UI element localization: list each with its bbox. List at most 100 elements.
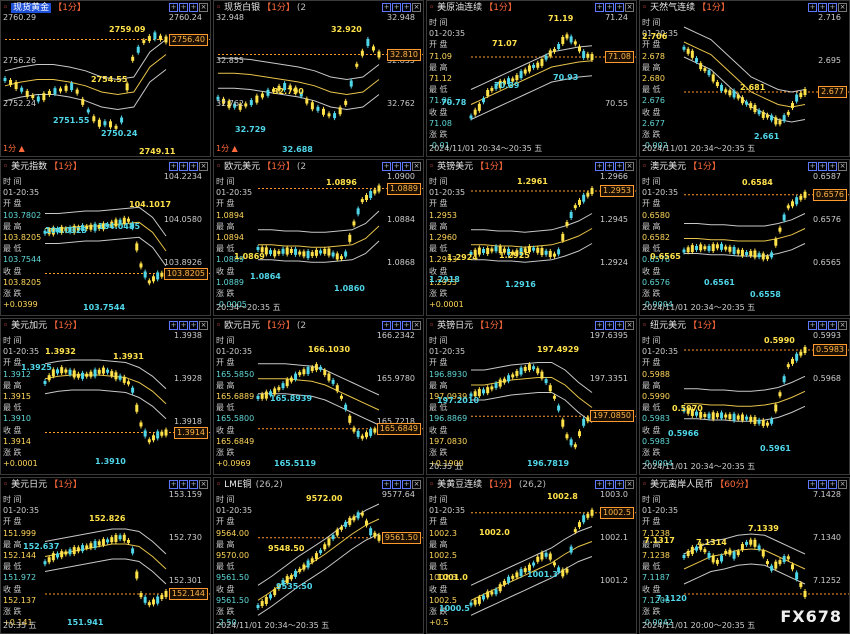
move-icon[interactable]: + <box>818 480 827 489</box>
price-chart-gbpjpy[interactable] <box>427 319 637 475</box>
instrument-name[interactable]: 现货黄金 <box>11 3 52 13</box>
move-icon[interactable]: + <box>828 162 837 171</box>
move-icon[interactable]: + <box>615 162 624 171</box>
chart-panel-gold[interactable]: ◦ 现货黄金 【1分】 + + + × 2760.29 2756.26 2752.24 2760.… <box>0 0 211 157</box>
period-label[interactable]: 【60分】 <box>715 480 754 490</box>
chart-panel-nzdusd[interactable]: ◦ 纽元美元 【1分】 + + + × 时 间 01-20:35 开 盘 0.5988 最 高 0.5… <box>639 318 850 475</box>
move-icon[interactable]: + <box>402 321 411 330</box>
instrument-name[interactable]: 澳元美元 <box>650 162 687 172</box>
chart-panel-usdcnh[interactable]: ◦ 美元离岸人民币 【60分】 + + + × 时 间 01-20:35 开 盘 7.1238 最 … <box>639 477 850 634</box>
move-icon[interactable]: + <box>392 3 401 12</box>
move-icon[interactable]: + <box>818 321 827 330</box>
close-icon[interactable]: × <box>412 3 421 12</box>
chart-panel-soy[interactable]: ◦ 美黄豆连续 【1分】 (26,2) + + + × 时 间 01-20:35 开 盘 1002.… <box>426 477 637 634</box>
move-icon[interactable]: + <box>615 3 624 12</box>
price-chart-silver[interactable] <box>214 1 424 157</box>
instrument-name[interactable]: 英镑日元 <box>437 321 474 331</box>
close-icon[interactable]: × <box>625 480 634 489</box>
settings-dot-icon[interactable]: ◦ <box>3 321 12 331</box>
move-icon[interactable]: + <box>189 3 198 12</box>
close-icon[interactable]: × <box>838 162 847 171</box>
move-icon[interactable]: + <box>818 3 827 12</box>
settings-dot-icon[interactable]: ◦ <box>429 480 438 490</box>
close-icon[interactable]: × <box>199 321 208 330</box>
instrument-name[interactable]: 纽元美元 <box>650 321 687 331</box>
period-label[interactable]: 【1分】 <box>262 3 295 13</box>
chart-panel-crude[interactable]: ◦ 美原油连续 【1分】 + + + × 时 间 01-20:35 开 盘 71.09 最 高 71.… <box>426 0 637 157</box>
move-icon[interactable]: + <box>402 162 411 171</box>
settings-dot-icon[interactable]: ◦ <box>429 321 438 331</box>
chart-panel-audusd[interactable]: ◦ 澳元美元 【1分】 + + + × 时 间 01-20:35 开 盘 0.6580 最 高 0.6… <box>639 159 850 316</box>
instrument-name[interactable]: LME铜 <box>224 480 252 490</box>
move-icon[interactable]: + <box>179 480 188 489</box>
close-icon[interactable]: × <box>199 3 208 12</box>
period-label[interactable]: 【1分】 <box>484 480 517 490</box>
price-chart-natgas[interactable] <box>640 1 850 157</box>
close-icon[interactable]: × <box>199 162 208 171</box>
move-icon[interactable]: + <box>392 480 401 489</box>
price-chart-crude[interactable] <box>427 1 637 157</box>
chart-panel-usdjpy[interactable]: ◦ 美元日元 【1分】 + + + × 时 间 01-20:35 开 盘 151.999 最 高 15… <box>0 477 211 634</box>
chart-panel-usdcad[interactable]: ◦ 美元加元 【1分】 + + + × 时 间 01-20:35 开 盘 1.3912 最 高 1.3… <box>0 318 211 475</box>
settings-dot-icon[interactable]: ◦ <box>429 3 438 13</box>
period-label[interactable]: 【1分】 <box>475 321 508 331</box>
close-icon[interactable]: × <box>412 321 421 330</box>
period-label[interactable]: 【1分】 <box>49 162 82 172</box>
close-icon[interactable]: × <box>199 480 208 489</box>
instrument-name[interactable]: 欧元美元 <box>224 162 261 172</box>
move-icon[interactable]: + <box>392 321 401 330</box>
period-label[interactable]: 【1分】 <box>484 3 517 13</box>
settings-dot-icon[interactable]: ◦ <box>642 480 651 490</box>
move-icon[interactable]: + <box>615 321 624 330</box>
move-icon[interactable]: + <box>828 3 837 12</box>
close-icon[interactable]: × <box>625 162 634 171</box>
period-label[interactable]: 【1分】 <box>49 480 82 490</box>
price-chart-gold[interactable] <box>1 1 211 157</box>
move-icon[interactable]: + <box>605 162 614 171</box>
period-label[interactable]: 【1分】 <box>688 162 721 172</box>
period-label[interactable]: 【1分】 <box>688 321 721 331</box>
price-chart-usdcad[interactable] <box>1 319 211 475</box>
move-icon[interactable]: + <box>818 162 827 171</box>
move-icon[interactable]: + <box>828 321 837 330</box>
grid-icon[interactable]: + <box>169 3 178 12</box>
close-icon[interactable]: × <box>838 321 847 330</box>
instrument-name[interactable]: 美黄豆连续 <box>437 480 483 490</box>
grid-icon[interactable]: + <box>808 480 817 489</box>
move-icon[interactable]: + <box>605 480 614 489</box>
instrument-name[interactable]: 美元离岸人民币 <box>650 480 714 490</box>
move-icon[interactable]: + <box>605 3 614 12</box>
grid-icon[interactable]: + <box>169 162 178 171</box>
move-icon[interactable]: + <box>179 321 188 330</box>
chart-panel-eurjpy[interactable]: ◦ 欧元日元 【1分】 (2 + + + × 时 间 01-20:35 开 盘 165.5850 最 … <box>213 318 424 475</box>
chart-panel-natgas[interactable]: ◦ 天然气连续 【1分】 + + + × 时 间 01-20:35 开 盘 2.678 最 高 2.6… <box>639 0 850 157</box>
instrument-name[interactable]: 美原油连续 <box>437 3 483 13</box>
grid-icon[interactable]: + <box>808 162 817 171</box>
move-icon[interactable]: + <box>605 321 614 330</box>
grid-icon[interactable]: + <box>169 321 178 330</box>
grid-icon[interactable]: + <box>382 3 391 12</box>
grid-icon[interactable]: + <box>382 321 391 330</box>
close-icon[interactable]: × <box>625 3 634 12</box>
period-label[interactable]: 【1分】 <box>49 321 82 331</box>
grid-icon[interactable]: + <box>382 162 391 171</box>
instrument-name[interactable]: 美元日元 <box>11 480 48 490</box>
instrument-name[interactable]: 英镑美元 <box>437 162 474 172</box>
settings-dot-icon[interactable]: ◦ <box>216 480 225 490</box>
close-icon[interactable]: × <box>838 3 847 12</box>
move-icon[interactable]: + <box>392 162 401 171</box>
settings-dot-icon[interactable]: ◦ <box>642 321 651 331</box>
move-icon[interactable]: + <box>189 162 198 171</box>
grid-icon[interactable]: + <box>595 321 604 330</box>
grid-icon[interactable]: + <box>808 321 817 330</box>
chart-panel-gbpusd[interactable]: ◦ 英镑美元 【1分】 + + + × 时 间 01-20:35 开 盘 1.2953 最 高 1.2… <box>426 159 637 316</box>
move-icon[interactable]: + <box>179 3 188 12</box>
grid-icon[interactable]: + <box>382 480 391 489</box>
settings-dot-icon[interactable]: ◦ <box>216 162 225 172</box>
close-icon[interactable]: × <box>412 480 421 489</box>
price-chart-usdcnh[interactable] <box>640 478 850 634</box>
chart-panel-lme[interactable]: ◦ LME铜 (26,2) + + + × 时 间 01-20:35 开 盘 9564.00 最 高… <box>213 477 424 634</box>
